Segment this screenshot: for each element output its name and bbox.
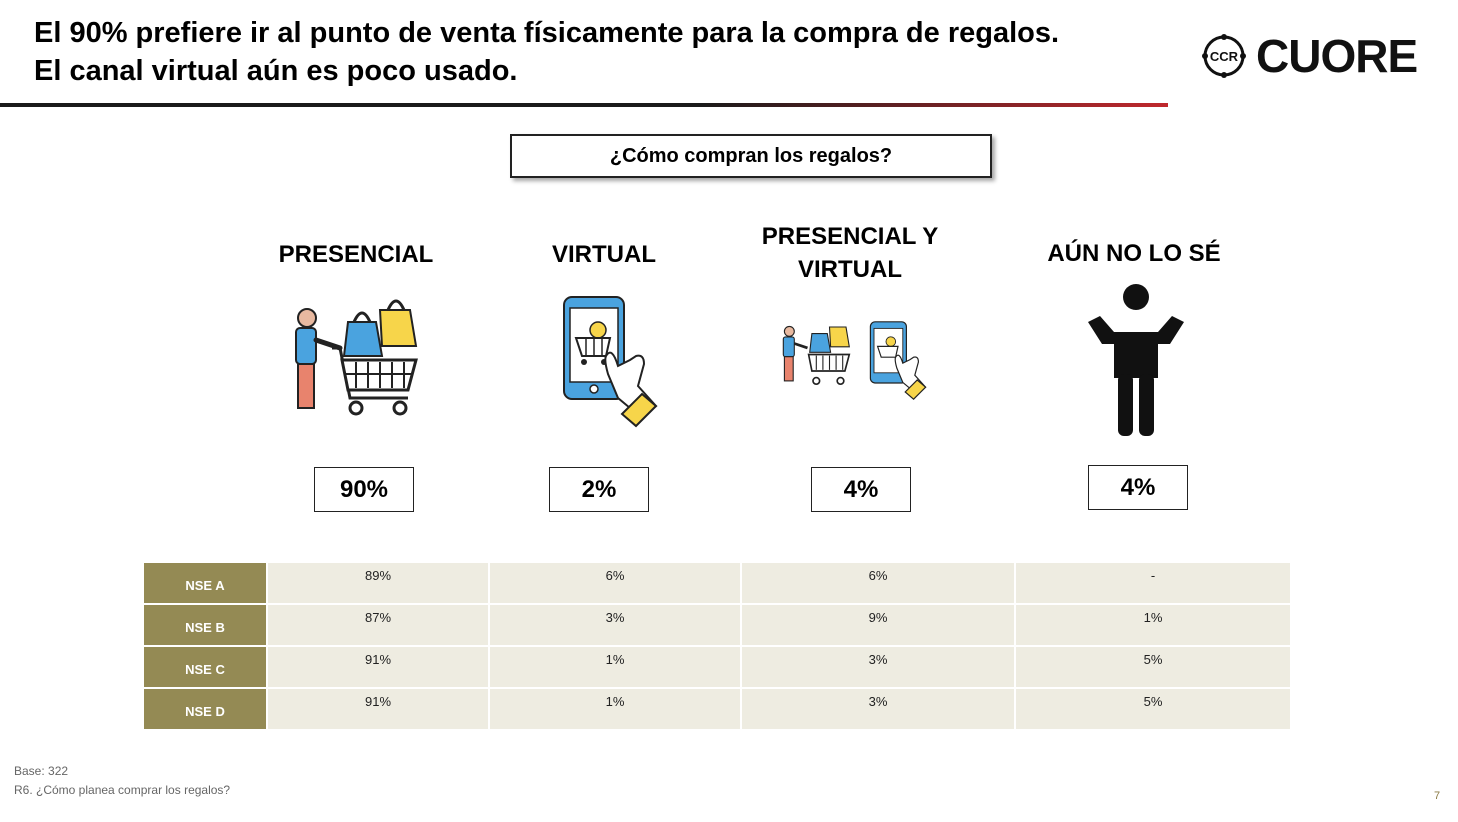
- shopping-cart-person-icon: [295, 299, 418, 416]
- question-box: ¿Cómo compran los regalos?: [510, 134, 992, 178]
- table-cell: 5%: [1014, 645, 1292, 689]
- ccr-badge-icon: CCR: [1202, 34, 1246, 78]
- table-row: NSE C 91% 1% 3% 5%: [142, 645, 1292, 689]
- percent-presencial-virtual: 4%: [811, 467, 911, 512]
- row-label: NSE A: [142, 561, 268, 605]
- table-cell: 1%: [1014, 603, 1292, 647]
- cart-and-phone-icon: [782, 321, 927, 401]
- table-row: NSE A 89% 6% 6% -: [142, 561, 1292, 605]
- slide-title: El 90% prefiere ir al punto de venta fís…: [34, 14, 1059, 90]
- logo-wordmark: CUORE: [1256, 30, 1418, 82]
- table-cell: 9%: [740, 603, 1016, 647]
- table-cell: 1%: [488, 645, 742, 689]
- percent-virtual: 2%: [549, 467, 649, 512]
- category-label-line: PRESENCIAL Y: [761, 223, 939, 250]
- table-cell: 6%: [488, 561, 742, 605]
- category-label-line: VIRTUAL: [552, 241, 656, 268]
- nse-breakdown-table: NSE A 89% 6% 6% - NSE B 87% 3% 9% 1% NSE…: [142, 561, 1292, 731]
- category-presencial-virtual-label: PRESENCIAL Y VIRTUAL: [750, 220, 950, 286]
- table-cell: 3%: [740, 645, 1016, 689]
- table-row: NSE D 91% 1% 3% 5%: [142, 687, 1292, 731]
- footer-question-ref: R6. ¿Cómo planea comprar los regalos?: [14, 783, 231, 797]
- row-label: NSE C: [142, 645, 268, 689]
- title-line-2: El canal virtual aún es poco usado.: [34, 55, 518, 87]
- table-row: NSE B 87% 3% 9% 1%: [142, 603, 1292, 647]
- table-cell: 87%: [266, 603, 490, 647]
- table-cell: 3%: [488, 603, 742, 647]
- table-cell: 91%: [266, 645, 490, 689]
- row-label: NSE D: [142, 687, 268, 731]
- table-cell: 3%: [740, 687, 1016, 731]
- percent-no-se: 4%: [1088, 465, 1188, 510]
- title-divider: [0, 103, 1168, 107]
- category-presencial-label: PRESENCIAL: [276, 238, 436, 271]
- category-label-line: PRESENCIAL: [278, 241, 434, 268]
- table-cell: 6%: [740, 561, 1016, 605]
- shrugging-person-icon: [1088, 284, 1184, 436]
- table-cell: 5%: [1014, 687, 1292, 731]
- category-no-se-label: AÚN NO LO SÉ: [1034, 237, 1234, 270]
- footer-base: Base: 322: [14, 764, 69, 778]
- table-cell: 91%: [266, 687, 490, 731]
- category-label-line: AÚN NO LO SÉ: [1047, 240, 1221, 267]
- table-cell: 89%: [266, 561, 490, 605]
- category-virtual-label: VIRTUAL: [524, 238, 684, 271]
- table-cell: 1%: [488, 687, 742, 731]
- title-line-1: El 90% prefiere ir al punto de venta fís…: [34, 17, 1060, 49]
- table-cell: -: [1014, 561, 1292, 605]
- percent-presencial: 90%: [314, 467, 414, 512]
- row-label: NSE B: [142, 603, 268, 647]
- cuore-logo: CCR CUORE: [1200, 30, 1440, 82]
- smartphone-shopping-icon: [563, 296, 658, 428]
- page-number: 7: [1434, 790, 1441, 802]
- category-label-line: VIRTUAL: [798, 256, 902, 283]
- ccr-badge-text: CCR: [1210, 49, 1239, 64]
